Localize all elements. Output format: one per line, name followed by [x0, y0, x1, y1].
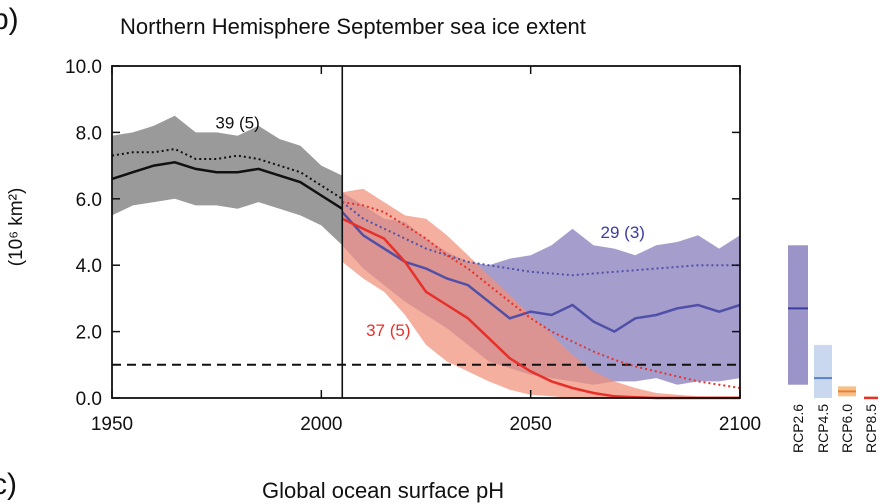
rcp85-dotted-line [342, 201, 741, 389]
rcp85-range-band [342, 188, 740, 398]
y-tick-label: 4.0 [76, 256, 102, 277]
x-tick-label: 2100 [719, 414, 761, 435]
annotation-label: 39 (5) [215, 113, 259, 132]
historical-mean-line [111, 161, 343, 210]
panel-letter-c: c) [0, 468, 17, 501]
side-bar-label: RCP8.5 [863, 404, 879, 453]
annotation-label: 29 (3) [601, 223, 645, 242]
rcp26-dotted-line [341, 201, 740, 277]
historical-range-band [112, 115, 343, 246]
y-tick-label: 6.0 [76, 190, 102, 211]
y-tick-label: 10.0 [65, 57, 102, 78]
x-tick-label: 2000 [300, 414, 342, 435]
side-bar-label: RCP2.6 [790, 404, 806, 453]
y-tick-label: 0.0 [76, 389, 102, 410]
panel-c-title: Global ocean surface pH [262, 478, 505, 503]
side-bar-label: RCP6.0 [839, 404, 855, 453]
y-tick-label: 2.0 [76, 323, 102, 344]
y-tick-label: 8.0 [76, 123, 102, 144]
x-tick-label: 1950 [91, 414, 133, 435]
rcp26-mean-line [341, 211, 741, 334]
panel-letter-b: b) [0, 3, 19, 36]
chart-title: Northern Hemisphere September sea ice ex… [120, 14, 586, 39]
annotation-label: 37 (5) [366, 321, 410, 340]
side-bar-rcp2.6 [788, 245, 808, 385]
rcp26-range-band [342, 192, 740, 385]
x-tick-label: 2050 [510, 414, 552, 435]
y-axis-label: (10⁶ km²) [6, 188, 27, 267]
side-bar-label: RCP4.5 [815, 404, 831, 453]
plot-frame [111, 65, 741, 399]
side-bar-rcp4.5 [814, 344, 832, 398]
